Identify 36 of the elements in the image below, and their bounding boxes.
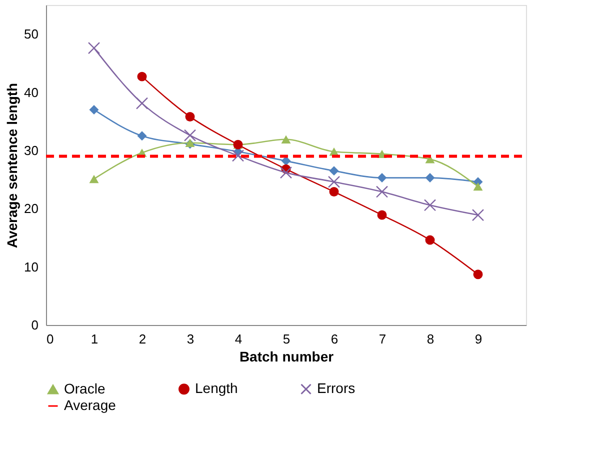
- legend-label: Oracle: [64, 380, 106, 396]
- point: [137, 131, 147, 141]
- point: [425, 173, 435, 183]
- y-tick-label: 40: [24, 84, 38, 100]
- y-tick-label: 20: [24, 201, 38, 216]
- point: [329, 166, 339, 176]
- point: [377, 173, 387, 183]
- x-tick-label: 0: [46, 332, 54, 346]
- point: [280, 166, 292, 179]
- x-tick-label: 2: [138, 332, 146, 346]
- y-tick-label: 10: [24, 259, 38, 274]
- y-tick-label: 0: [31, 318, 38, 332]
- point: [136, 97, 148, 110]
- x-tick-label: 4: [234, 332, 242, 346]
- x-tick-label: 8: [426, 332, 434, 346]
- legend-label: Errors: [317, 380, 356, 396]
- x-tick-label: 6: [330, 332, 338, 346]
- point: [184, 129, 196, 142]
- point: [232, 150, 244, 162]
- point: [376, 186, 388, 198]
- x-tick-label: 1: [90, 332, 98, 346]
- x-axis-title: Batch number: [239, 348, 334, 364]
- legend-label: Average: [64, 397, 116, 413]
- x-tick-label: 5: [282, 332, 290, 346]
- x-tick-label: 7: [378, 332, 386, 346]
- legend-label: Length: [195, 380, 238, 396]
- y-axis-title: Average sentence length: [4, 82, 20, 248]
- x-tick-label: 9: [474, 332, 482, 346]
- y-tick-label: 50: [24, 26, 38, 42]
- point: [328, 176, 340, 188]
- x-tick-label: 3: [186, 332, 194, 346]
- point: [424, 199, 436, 212]
- point: [88, 42, 100, 54]
- point: [89, 104, 99, 114]
- y-tick-label: 30: [24, 142, 38, 158]
- point: [472, 208, 484, 222]
